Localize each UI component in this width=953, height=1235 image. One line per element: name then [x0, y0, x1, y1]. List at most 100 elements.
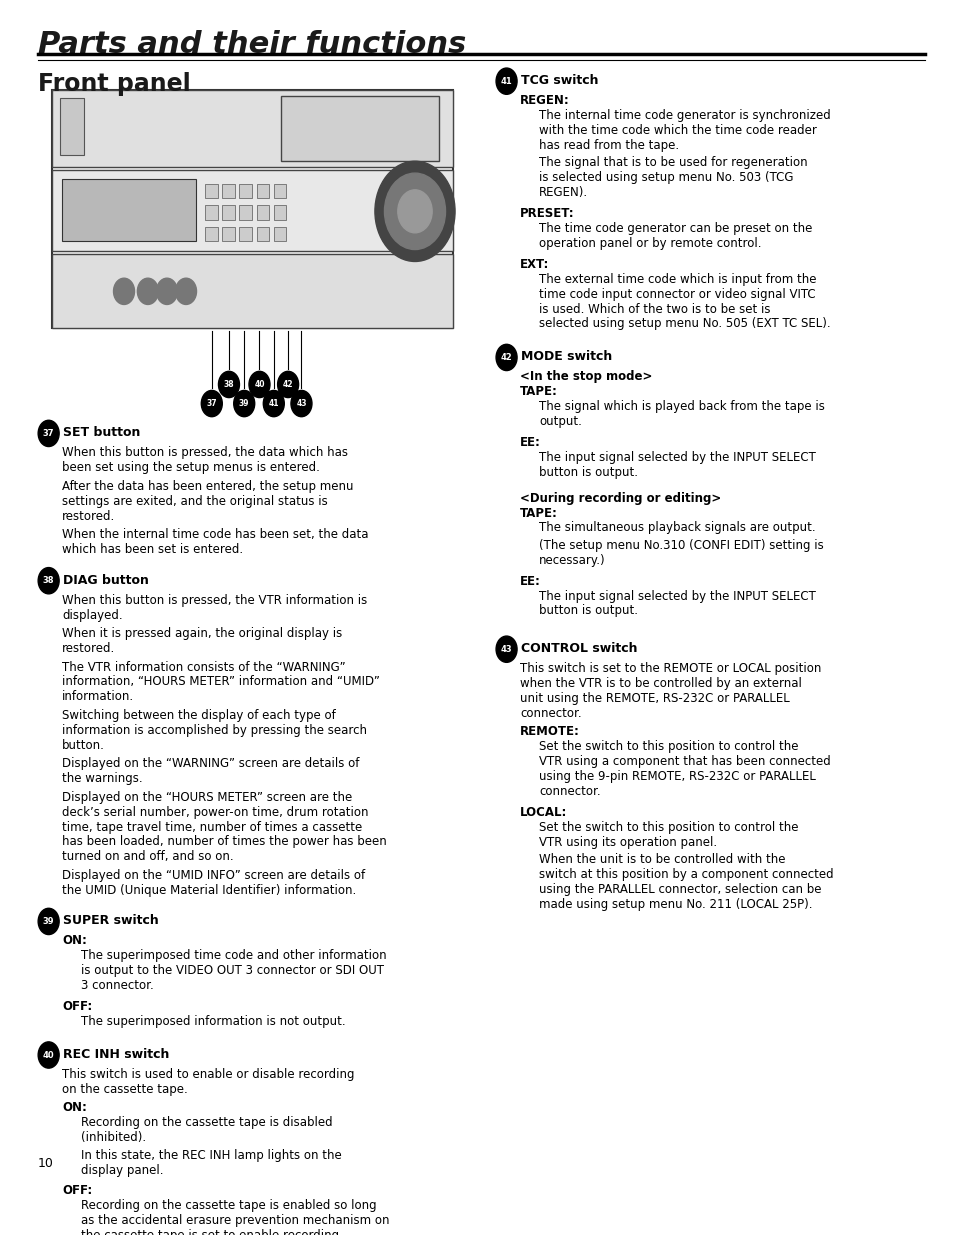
- FancyBboxPatch shape: [274, 184, 286, 198]
- Text: Parts and their functions: Parts and their functions: [38, 30, 466, 59]
- FancyBboxPatch shape: [205, 205, 217, 220]
- FancyBboxPatch shape: [52, 254, 453, 329]
- Text: TAPE:: TAPE:: [519, 385, 558, 399]
- Text: The input signal selected by the INPUT SELECT: The input signal selected by the INPUT S…: [538, 451, 815, 464]
- Text: is output to the VIDEO OUT 3 connector or SDI OUT: is output to the VIDEO OUT 3 connector o…: [81, 965, 384, 977]
- FancyBboxPatch shape: [274, 227, 286, 241]
- Text: is selected using setup menu No. 503 (TCG: is selected using setup menu No. 503 (TC…: [538, 172, 793, 184]
- Text: The superimposed time code and other information: The superimposed time code and other inf…: [81, 950, 386, 962]
- Text: The input signal selected by the INPUT SELECT: The input signal selected by the INPUT S…: [538, 589, 815, 603]
- FancyBboxPatch shape: [52, 169, 453, 251]
- Text: EXT:: EXT:: [519, 258, 549, 270]
- Text: 41: 41: [268, 399, 279, 408]
- FancyBboxPatch shape: [239, 205, 252, 220]
- Text: button is output.: button is output.: [538, 604, 638, 618]
- Text: When the internal time code has been set, the data: When the internal time code has been set…: [62, 529, 368, 541]
- Text: TAPE:: TAPE:: [519, 506, 558, 520]
- Text: necessary.): necessary.): [538, 553, 605, 567]
- Text: the cassette tape is set to enable recording.: the cassette tape is set to enable recor…: [81, 1229, 343, 1235]
- Text: switch at this position by a component connected: switch at this position by a component c…: [538, 868, 833, 881]
- Text: VTR using its operation panel.: VTR using its operation panel.: [538, 836, 717, 848]
- Text: MODE switch: MODE switch: [520, 351, 612, 363]
- Text: information, “HOURS METER” information and “UMID”: information, “HOURS METER” information a…: [62, 676, 379, 688]
- Text: turned on and off, and so on.: turned on and off, and so on.: [62, 851, 233, 863]
- Text: using the PARALLEL connector, selection can be: using the PARALLEL connector, selection …: [538, 883, 821, 897]
- Text: time code input connector or video signal VITC: time code input connector or video signa…: [538, 288, 815, 300]
- Text: button is output.: button is output.: [538, 466, 638, 479]
- FancyBboxPatch shape: [256, 227, 269, 241]
- Text: 39: 39: [43, 916, 54, 926]
- Circle shape: [263, 390, 284, 416]
- Text: with the time code which the time code reader: with the time code which the time code r…: [538, 124, 816, 137]
- FancyBboxPatch shape: [256, 205, 269, 220]
- Text: EE:: EE:: [519, 436, 540, 450]
- Text: 37: 37: [43, 429, 54, 438]
- Text: DIAG button: DIAG button: [63, 573, 149, 587]
- Text: CONTROL switch: CONTROL switch: [520, 642, 637, 655]
- Text: 37: 37: [206, 399, 217, 408]
- Text: is used. Which of the two is to be set is: is used. Which of the two is to be set i…: [538, 303, 770, 315]
- Text: Set the switch to this position to control the: Set the switch to this position to contr…: [538, 821, 798, 834]
- Text: EE:: EE:: [519, 574, 540, 588]
- Text: Displayed on the “HOURS METER” screen are the: Displayed on the “HOURS METER” screen ar…: [62, 790, 352, 804]
- Text: 38: 38: [223, 380, 234, 389]
- Circle shape: [496, 345, 517, 370]
- Text: 10: 10: [38, 1157, 54, 1170]
- Text: information is accomplished by pressing the search: information is accomplished by pressing …: [62, 724, 367, 737]
- Text: using the 9-pin REMOTE, RS-232C or PARALLEL: using the 9-pin REMOTE, RS-232C or PARAL…: [538, 771, 815, 783]
- Text: made using setup menu No. 211 (LOCAL 25P).: made using setup menu No. 211 (LOCAL 25P…: [538, 898, 812, 911]
- Text: 40: 40: [43, 1051, 54, 1060]
- Text: OFF:: OFF:: [62, 1184, 92, 1198]
- Text: 42: 42: [282, 380, 294, 389]
- Text: The external time code which is input from the: The external time code which is input fr…: [538, 273, 816, 285]
- FancyBboxPatch shape: [222, 184, 234, 198]
- Text: unit using the REMOTE, RS-232C or PARALLEL: unit using the REMOTE, RS-232C or PARALL…: [519, 692, 789, 705]
- Text: REC INH switch: REC INH switch: [63, 1047, 170, 1061]
- Text: REGEN).: REGEN).: [538, 186, 587, 199]
- Text: (The setup menu No.310 (CONFI EDIT) setting is: (The setup menu No.310 (CONFI EDIT) sett…: [538, 538, 822, 552]
- FancyBboxPatch shape: [222, 205, 234, 220]
- Circle shape: [201, 390, 222, 416]
- Text: REMOTE:: REMOTE:: [519, 725, 579, 739]
- Text: 3 connector.: 3 connector.: [81, 979, 153, 992]
- Text: which has been set is entered.: which has been set is entered.: [62, 543, 243, 556]
- Text: The VTR information consists of the “WARNING”: The VTR information consists of the “WAR…: [62, 661, 345, 673]
- Text: 41: 41: [500, 77, 512, 85]
- Text: 38: 38: [43, 577, 54, 585]
- FancyBboxPatch shape: [205, 184, 217, 198]
- Text: connector.: connector.: [538, 785, 600, 798]
- Text: SUPER switch: SUPER switch: [63, 914, 158, 927]
- Text: (inhibited).: (inhibited).: [81, 1131, 146, 1145]
- Text: has read from the tape.: has read from the tape.: [538, 140, 679, 152]
- Text: as the accidental erasure prevention mechanism on: as the accidental erasure prevention mec…: [81, 1214, 389, 1228]
- Text: TCG switch: TCG switch: [520, 74, 598, 86]
- Text: 43: 43: [500, 645, 512, 653]
- Circle shape: [397, 190, 432, 233]
- Text: deck’s serial number, power-on time, drum rotation: deck’s serial number, power-on time, dru…: [62, 805, 368, 819]
- Circle shape: [137, 278, 158, 305]
- Text: the UMID (Unique Material Identifier) information.: the UMID (Unique Material Identifier) in…: [62, 884, 355, 897]
- Text: restored.: restored.: [62, 642, 115, 655]
- FancyBboxPatch shape: [205, 227, 217, 241]
- Text: ON:: ON:: [62, 935, 87, 947]
- Text: ON:: ON:: [62, 1102, 87, 1114]
- Text: Recording on the cassette tape is enabled so long: Recording on the cassette tape is enable…: [81, 1199, 376, 1213]
- Text: been set using the setup menus is entered.: been set using the setup menus is entere…: [62, 462, 319, 474]
- Text: When this button is pressed, the VTR information is: When this button is pressed, the VTR inf…: [62, 594, 367, 606]
- Text: In this state, the REC INH lamp lights on the: In this state, the REC INH lamp lights o…: [81, 1149, 341, 1162]
- Text: Recording on the cassette tape is disabled: Recording on the cassette tape is disabl…: [81, 1116, 333, 1129]
- Text: PRESET:: PRESET:: [519, 207, 574, 220]
- Text: settings are exited, and the original status is: settings are exited, and the original st…: [62, 495, 328, 508]
- Text: displayed.: displayed.: [62, 609, 123, 621]
- Circle shape: [291, 390, 312, 416]
- Text: Switching between the display of each type of: Switching between the display of each ty…: [62, 709, 335, 722]
- Text: The simultaneous playback signals are output.: The simultaneous playback signals are ou…: [538, 521, 815, 535]
- Text: The internal time code generator is synchronized: The internal time code generator is sync…: [538, 109, 830, 122]
- FancyBboxPatch shape: [62, 179, 195, 241]
- Circle shape: [249, 372, 270, 398]
- Text: The signal which is played back from the tape is: The signal which is played back from the…: [538, 400, 824, 414]
- Text: The signal that is to be used for regeneration: The signal that is to be used for regene…: [538, 157, 807, 169]
- Circle shape: [277, 372, 298, 398]
- Text: <During recording or editing>: <During recording or editing>: [519, 492, 720, 505]
- Text: display panel.: display panel.: [81, 1163, 163, 1177]
